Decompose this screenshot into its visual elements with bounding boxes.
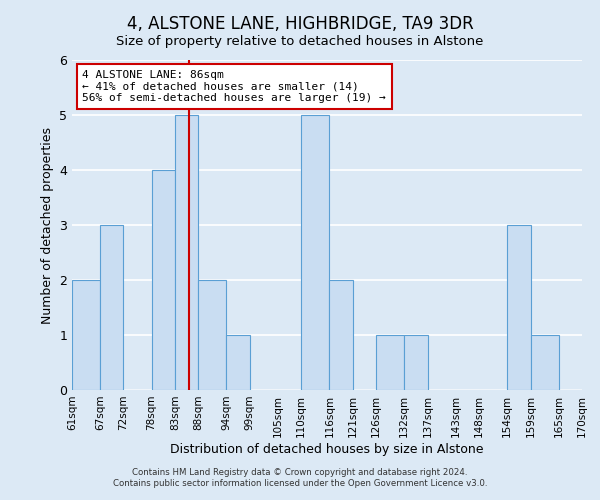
Bar	[199, 280, 226, 390]
Y-axis label: Number of detached properties: Number of detached properties	[41, 126, 53, 324]
Bar	[329, 280, 353, 390]
X-axis label: Distribution of detached houses by size in Alstone: Distribution of detached houses by size …	[170, 442, 484, 456]
Bar	[404, 335, 428, 390]
Bar	[226, 335, 250, 390]
Text: Size of property relative to detached houses in Alstone: Size of property relative to detached ho…	[116, 35, 484, 48]
Bar	[376, 335, 404, 390]
Bar	[152, 170, 175, 390]
Bar	[301, 115, 329, 390]
Bar	[72, 280, 100, 390]
Bar	[100, 225, 124, 390]
Text: Contains HM Land Registry data © Crown copyright and database right 2024.
Contai: Contains HM Land Registry data © Crown c…	[113, 468, 487, 487]
Bar	[507, 225, 530, 390]
Text: 4, ALSTONE LANE, HIGHBRIDGE, TA9 3DR: 4, ALSTONE LANE, HIGHBRIDGE, TA9 3DR	[127, 15, 473, 33]
Bar	[175, 115, 199, 390]
Text: 4 ALSTONE LANE: 86sqm
← 41% of detached houses are smaller (14)
56% of semi-deta: 4 ALSTONE LANE: 86sqm ← 41% of detached …	[82, 70, 386, 103]
Bar	[530, 335, 559, 390]
